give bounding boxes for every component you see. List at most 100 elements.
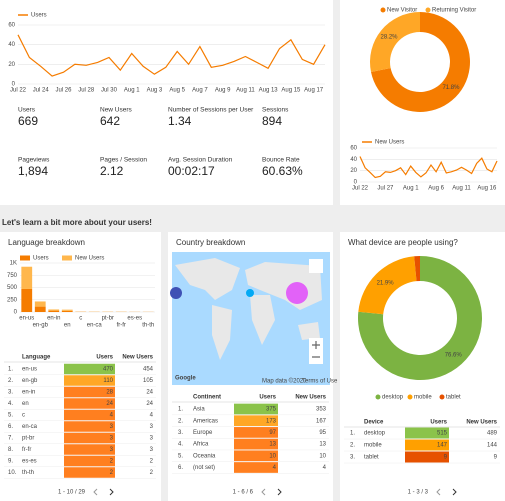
- row-name: tablet: [364, 455, 379, 461]
- row-new-users: 105: [143, 378, 154, 384]
- row-users: 147: [437, 443, 448, 449]
- table-header: New Users: [295, 395, 326, 401]
- x-tick-label: Aug 13: [259, 88, 279, 94]
- map-land: [250, 295, 275, 345]
- x-tick-label: Aug 1: [403, 186, 419, 192]
- pie-slice: [414, 256, 420, 282]
- legend-swatch: [375, 394, 381, 400]
- row-users: 173: [266, 418, 277, 424]
- y-tick-label: 20: [8, 62, 15, 68]
- y-tick-label: 0: [354, 180, 358, 186]
- cell-background: [64, 363, 115, 375]
- bar: [21, 266, 33, 289]
- table-header: Device: [364, 420, 384, 426]
- cell-background: [234, 403, 278, 415]
- map-bubble: [286, 282, 308, 304]
- metric-value: 00:02:17: [168, 164, 215, 178]
- y-tick-label: 20: [350, 168, 357, 174]
- row-new-users: 95: [319, 430, 326, 436]
- pie-slice: [369, 12, 420, 72]
- row-users: 9: [444, 455, 448, 461]
- row-new-users: 24: [146, 390, 153, 396]
- map-terms[interactable]: Terms of Use: [302, 379, 338, 385]
- next-page[interactable]: [452, 488, 457, 496]
- metric-label: Sessions: [262, 107, 289, 114]
- row-rank: 3.: [178, 430, 183, 436]
- map-attribution: Map data ©2020: [262, 378, 307, 385]
- row-users: 13: [269, 442, 276, 448]
- x-tick-label: es-es: [127, 316, 142, 322]
- metric-value: 2.12: [100, 164, 124, 178]
- legend-swatch: [62, 255, 72, 261]
- row-rank: 4.: [178, 442, 183, 448]
- legend-label: desktop: [382, 395, 404, 401]
- row-users: 3: [110, 436, 114, 442]
- metric-label: Avg. Session Duration: [168, 157, 233, 164]
- metric-label: Pages / Session: [100, 157, 147, 164]
- x-tick-label: en-us: [19, 316, 34, 322]
- row-rank: 1.: [350, 431, 355, 437]
- next-page[interactable]: [277, 488, 282, 496]
- legend-swatch: [425, 7, 431, 13]
- row-new-users: 13: [319, 442, 326, 448]
- table-header: Users: [96, 355, 113, 361]
- row-name: Asia: [193, 407, 205, 413]
- row-users: 24: [106, 401, 113, 407]
- row-new-users: 2: [150, 470, 154, 476]
- fullscreen-button[interactable]: [309, 259, 323, 273]
- map-land: [175, 258, 240, 300]
- card-title: Language breakdown: [8, 238, 85, 247]
- legend-label: tablet: [446, 395, 461, 401]
- map-land: [212, 305, 232, 360]
- legend-swatch: [380, 7, 386, 13]
- prev-page[interactable]: [261, 488, 266, 496]
- metric-value: 1.34: [168, 114, 192, 128]
- prev-page[interactable]: [93, 488, 98, 496]
- row-rank: 6.: [178, 465, 183, 471]
- row-name: en: [22, 401, 29, 407]
- y-tick-label: 0: [12, 82, 16, 88]
- row-new-users: 353: [316, 407, 327, 413]
- x-tick-label: Jul 27: [377, 186, 394, 192]
- row-users: 375: [266, 407, 277, 413]
- cell-background: [64, 444, 115, 455]
- row-name: mobile: [364, 443, 382, 449]
- pagination: 1 - 10 / 29: [58, 490, 86, 496]
- row-rank: 8.: [8, 447, 13, 453]
- table-header: New Users: [466, 420, 497, 426]
- y-tick-label: 500: [7, 285, 18, 291]
- table-header: Language: [22, 355, 51, 361]
- row-name: c: [22, 413, 25, 419]
- legend-label: New Visitor: [387, 8, 417, 14]
- metric-value: 642: [100, 114, 120, 128]
- x-tick-label: Aug 16: [477, 186, 497, 192]
- x-tick-label: Jul 22: [10, 88, 27, 94]
- cell-background: [64, 421, 115, 432]
- row-name: es-es: [22, 459, 37, 465]
- next-page[interactable]: [109, 488, 114, 496]
- row-rank: 1.: [8, 367, 13, 373]
- x-tick-label: en-gb: [33, 323, 49, 329]
- metric-label: Number of Sessions per User: [168, 107, 254, 114]
- y-tick-label: 60: [8, 23, 15, 29]
- bar: [34, 306, 46, 312]
- x-tick-label: Aug 3: [147, 88, 163, 94]
- prev-page[interactable]: [436, 488, 441, 496]
- x-tick-label: Aug 11: [236, 88, 255, 94]
- row-new-users: 9: [494, 455, 498, 461]
- metric-label: Bounce Rate: [262, 157, 300, 164]
- row-rank: 7.: [8, 436, 13, 442]
- row-users: 3: [110, 447, 114, 453]
- row-new-users: 24: [146, 401, 153, 407]
- x-tick-label: Aug 17: [304, 88, 324, 94]
- section-title: Let's learn a bit more about your users!: [2, 218, 152, 227]
- table-header: Users: [259, 395, 276, 401]
- bar: [21, 288, 33, 312]
- y-tick-label: 0: [14, 310, 18, 316]
- row-new-users: 4: [323, 465, 327, 471]
- row-users: 110: [103, 378, 113, 384]
- row-new-users: 3: [150, 436, 154, 442]
- line: [359, 156, 498, 179]
- bar: [34, 301, 46, 307]
